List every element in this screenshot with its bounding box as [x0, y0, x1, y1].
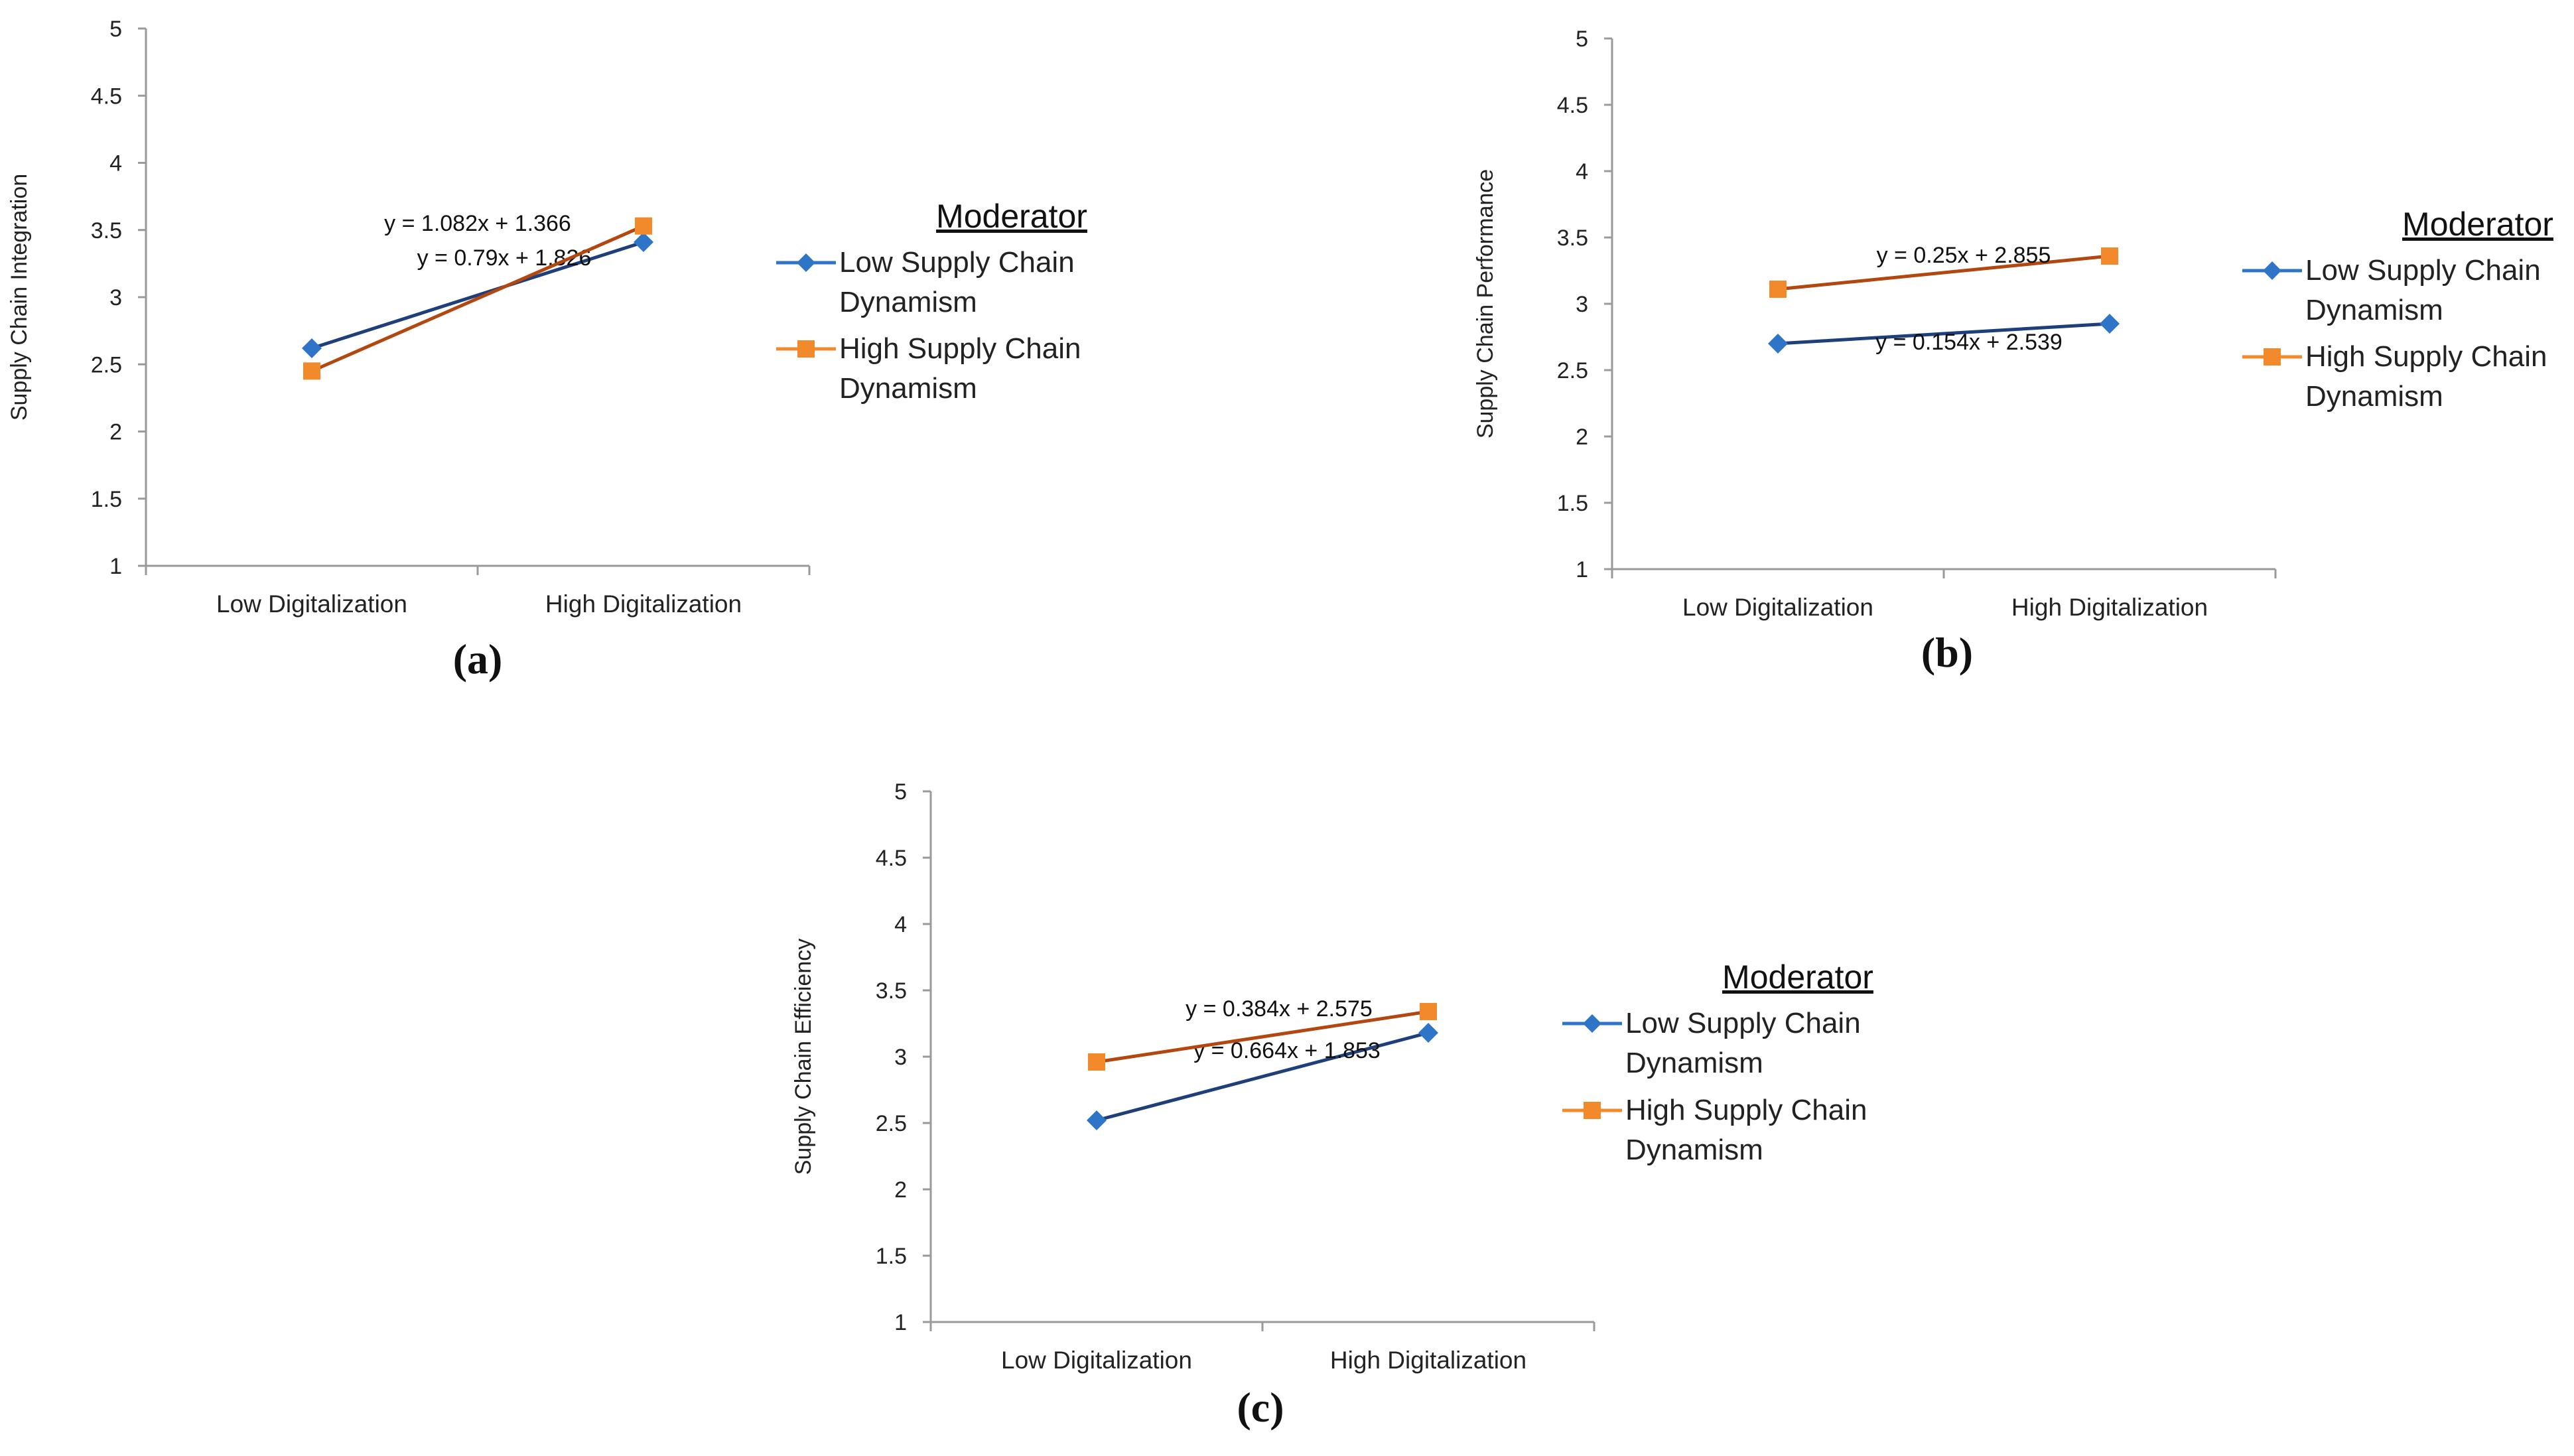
data-point-low: [634, 232, 653, 252]
legend-marker-high: [797, 340, 815, 358]
y-tick-label: 2: [109, 420, 122, 445]
panel-label: (b): [1921, 629, 1973, 676]
y-tick-label: 2.5: [91, 352, 122, 377]
y-tick-label: 1.5: [91, 487, 122, 512]
legend-label: High Supply Chain: [839, 332, 1081, 365]
y-tick-label: 2: [1576, 425, 1588, 450]
legend: Moderator Low Supply Chain Dynamism High Su…: [776, 198, 1087, 405]
legend-marker-low: [797, 253, 815, 272]
y-tick-label: 4.5: [876, 846, 907, 871]
data-point-low: [1768, 334, 1788, 354]
trendline-equation-low: y = 0.79x + 1.826: [417, 245, 592, 271]
data-point-high: [1088, 1053, 1105, 1071]
legend-label: High Supply Chain: [2305, 340, 2547, 373]
data-point-high: [303, 362, 320, 380]
trendline-equation-high: y = 1.082x + 1.366: [384, 211, 571, 236]
y-tick-label: 3: [894, 1045, 907, 1070]
chart-panel-c: 1 1.5 2 2.5 3 3.5 4 4.5 5 Low Digitalization High …: [791, 779, 1873, 1431]
legend-marker-high: [1584, 1102, 1601, 1119]
trendline-equation-high: y = 0.25x + 2.855: [1877, 243, 2051, 268]
trendline-equation-low: y = 0.154x + 2.539: [1875, 330, 2063, 355]
y-tick-label: 4: [1576, 159, 1588, 184]
data-point-low: [1418, 1023, 1438, 1043]
series-line-low: [1096, 1031, 1429, 1122]
data-point-low: [2100, 314, 2120, 334]
y-tick-label: 1.5: [1557, 491, 1588, 516]
x-tick-label: High Digitalization: [1330, 1347, 1526, 1374]
y-tick-label: 1: [109, 554, 122, 579]
legend-label: Low Supply Chain: [2305, 254, 2541, 287]
series-line-high: [1096, 1010, 1429, 1064]
y-tick-label: 5: [109, 17, 122, 42]
x-tick-label: High Digitalization: [2011, 594, 2208, 621]
legend-label: Dynamism: [2305, 294, 2443, 326]
y-tick-label: 5: [894, 779, 907, 805]
y-tick-label: 4.5: [91, 84, 122, 109]
legend-label: Dynamism: [839, 372, 977, 405]
y-tick-label: 1: [1576, 557, 1588, 582]
series-line-low: [1777, 322, 2110, 346]
legend-label: Low Supply Chain: [1625, 1007, 1861, 1039]
legend-marker-low: [2263, 261, 2281, 280]
y-tick-label: 2.5: [876, 1111, 907, 1136]
data-point-low: [1087, 1110, 1107, 1130]
legend-title: Moderator: [2402, 206, 2553, 243]
x-tick-label: Low Digitalization: [216, 590, 407, 618]
data-point-high: [2101, 247, 2118, 265]
legend-label: Low Supply Chain: [839, 246, 1075, 279]
legend-label: Dynamism: [2305, 380, 2443, 413]
legend-label: Dynamism: [1625, 1047, 1763, 1079]
x-tick-label: Low Digitalization: [1001, 1347, 1192, 1374]
y-tick-label: 1: [894, 1310, 907, 1335]
chart-panel-b: 1 1.5 2 2.5 3 3.5 4 4.5 5 Low Digitalization High …: [1473, 27, 2553, 676]
data-point-high: [635, 217, 652, 235]
y-tick-label: 3: [109, 285, 122, 310]
y-tick-label: 4.5: [1557, 93, 1588, 118]
legend-marker-high: [2264, 348, 2281, 365]
y-axis-title: Supply Chain Performance: [1473, 169, 1498, 438]
data-point-low: [302, 338, 322, 358]
x-tick-label: High Digitalization: [545, 590, 742, 618]
data-point-high: [1420, 1003, 1437, 1020]
trendline-equation-high: y = 0.384x + 2.575: [1185, 996, 1373, 1022]
y-tick-label: 2.5: [1557, 358, 1588, 383]
y-tick-label: 5: [1576, 27, 1588, 52]
series-line-high: [310, 224, 645, 373]
y-tick-label: 3.5: [91, 218, 122, 243]
chart-panel-a: 1 1.5 2 2.5 3 3.5 4 4.5 5 Low Digitalization High …: [7, 17, 1087, 683]
legend-marker-low: [1583, 1014, 1601, 1033]
series-line-low: [311, 240, 644, 350]
legend-label: Dynamism: [839, 286, 977, 318]
legend-title: Moderator: [936, 198, 1087, 235]
panel-label: (c): [1237, 1384, 1284, 1431]
y-tick-label: 3.5: [1557, 226, 1588, 251]
legend-label: Dynamism: [1625, 1134, 1763, 1166]
series-line-high: [1777, 254, 2110, 291]
y-tick-label: 4: [894, 912, 907, 937]
y-tick-label: 4: [109, 151, 122, 176]
legend: Moderator Low Supply Chain Dynamism High Su…: [2242, 206, 2553, 413]
legend-title: Moderator: [1722, 959, 1873, 996]
y-axis-title: Supply Chain Integration: [7, 174, 32, 421]
data-point-high: [1769, 281, 1787, 298]
y-tick-label: 1.5: [876, 1244, 907, 1269]
y-tick-label: 3.5: [876, 978, 907, 1004]
y-tick-label: 3: [1576, 292, 1588, 317]
panel-label: (a): [453, 635, 503, 683]
x-tick-label: Low Digitalization: [1682, 594, 1873, 621]
legend: Moderator Low Supply Chain Dynamism High Su…: [1562, 959, 1873, 1166]
y-axis-title: Supply Chain Efficiency: [791, 939, 816, 1175]
y-tick-label: 2: [894, 1177, 907, 1203]
legend-label: High Supply Chain: [1625, 1094, 1867, 1126]
